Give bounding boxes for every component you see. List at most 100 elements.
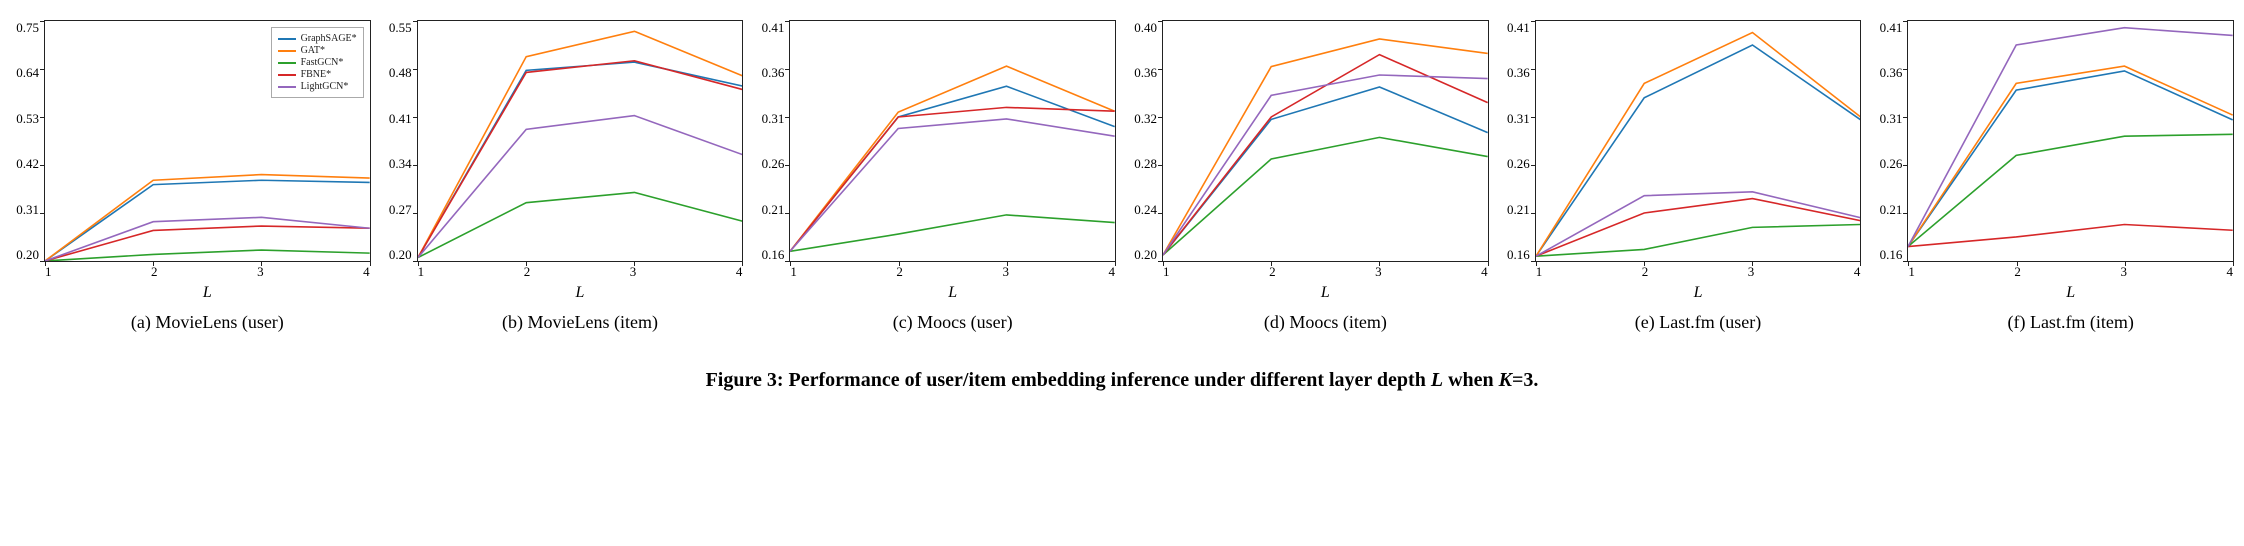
x-ticks: 1 2 3 4 [790,265,1115,278]
series-line [1908,224,2233,246]
x-tick-mark [2125,261,2126,266]
y-tick-label: 0.21 [1507,203,1530,216]
legend-label: GAT* [301,45,325,56]
panel-subcaption: (a) MovieLens (user) [131,312,284,333]
x-tick-label: 4 [1108,265,1115,278]
chart-box: 0.750.640.530.420.310.201234GraphSAGE*GA… [44,20,371,262]
panel-subcaption: (e) Last.fm (user) [1635,312,1761,333]
x-tick-label: 4 [1481,265,1488,278]
y-tick-label: 0.26 [1507,157,1530,170]
x-tick-mark [1271,261,1272,266]
legend-label: LightGCN* [301,81,349,92]
series-line [790,86,1115,251]
legend-row: GraphSAGE* [278,33,357,44]
legend-swatch [278,50,296,52]
legend-row: GAT* [278,45,357,56]
x-tick-mark [1488,261,1489,266]
y-tick-label: 0.41 [1880,21,1903,34]
caption-text-prefix: Figure 3: Performance of user/item embed… [706,369,1431,391]
series-line [1536,45,1861,256]
x-tick-label: 2 [151,265,158,278]
y-tick-label: 0.36 [1134,66,1157,79]
chart-box: 0.410.360.310.260.210.161234 [1907,20,2234,262]
y-tick-label: 0.48 [389,66,412,79]
series-line [1163,39,1488,255]
legend-row: FBNE* [278,69,357,80]
x-axis-label: L [2066,284,2075,302]
x-tick-label: 1 [418,265,425,278]
chart-svg [418,21,743,261]
x-tick-mark [1007,261,1008,266]
x-tick-label: 4 [363,265,370,278]
x-tick-label: 3 [2120,265,2127,278]
series-line [1908,28,2233,247]
panel-subcaption: (f) Last.fm (item) [2007,312,2133,333]
x-tick-label: 1 [790,265,797,278]
x-tick-mark [1536,261,1537,266]
series-line [418,62,743,257]
chart-box: 0.410.360.310.260.210.161234 [789,20,1116,262]
x-tick-label: 2 [1269,265,1276,278]
y-tick-label: 0.36 [762,66,785,79]
chart-svg [1536,21,1861,261]
caption-var-L: L [1431,369,1443,391]
legend-row: FastGCN* [278,57,357,68]
y-tick-label: 0.27 [389,203,412,216]
x-tick-label: 2 [2014,265,2021,278]
x-tick-mark [1860,261,1861,266]
y-ticks: 0.410.360.310.260.210.16 [762,21,785,261]
legend-label: FBNE* [301,69,332,80]
x-tick-mark [2017,261,2018,266]
y-tick-label: 0.41 [389,112,412,125]
y-ticks: 0.410.360.310.260.210.16 [1507,21,1530,261]
x-ticks: 1 2 3 4 [1536,265,1861,278]
panel-inner: 0.550.480.410.340.270.201234L(b) MovieLe… [383,20,744,333]
x-tick-mark [1644,261,1645,266]
series-line [418,31,743,257]
x-tick-label: 2 [1642,265,1649,278]
y-tick-label: 0.26 [762,157,785,170]
x-axis-label: L [1321,284,1330,302]
y-tick-label: 0.32 [1134,112,1157,125]
chart-svg [790,21,1115,261]
x-tick-label: 1 [1163,265,1170,278]
y-tick-label: 0.64 [16,66,39,79]
x-tick-label: 1 [1536,265,1543,278]
y-tick-label: 0.55 [389,21,412,34]
legend-label: FastGCN* [301,57,344,68]
series-line [1163,137,1488,255]
series-line [1536,199,1861,257]
series-line [418,192,743,257]
series-line [418,116,743,258]
x-tick-label: 3 [1002,265,1009,278]
y-tick-label: 0.40 [1134,21,1157,34]
x-tick-mark [526,261,527,266]
series-line [790,119,1115,251]
x-tick-label: 4 [1854,265,1861,278]
y-tick-label: 0.20 [1134,248,1157,261]
x-tick-label: 2 [896,265,903,278]
x-axis-label: L [576,284,585,302]
series-line [45,180,370,261]
y-tick-label: 0.21 [1880,203,1903,216]
chart-box: 0.410.360.310.260.210.161234 [1535,20,1862,262]
y-tick-label: 0.41 [762,21,785,34]
legend: GraphSAGE*GAT*FastGCN*FBNE*LightGCN* [271,27,364,98]
y-tick-label: 0.36 [1880,66,1903,79]
y-ticks: 0.400.360.320.280.240.20 [1134,21,1157,261]
panel-subcaption: (b) MovieLens (item) [502,312,658,333]
x-ticks: 1234 [1908,265,2233,278]
y-tick-label: 0.20 [389,248,412,261]
x-axis-label: L [1694,284,1703,302]
y-tick-label: 0.42 [16,157,39,170]
caption-var-K: K [1499,369,1512,391]
panel-inner: 0.410.360.310.260.210.161234 L (e) Last.fm… [1501,20,1862,333]
x-tick-label: 3 [1748,265,1755,278]
legend-label: GraphSAGE* [301,33,357,44]
x-tick-mark [2233,261,2234,266]
series-line [45,250,370,261]
panel-inner: 0.400.360.320.280.240.201234L(d) Moocs (… [1128,20,1489,333]
panel-inner: 0.750.640.530.420.310.201234GraphSAGE*GA… [10,20,371,333]
y-ticks: 0.410.360.310.260.210.16 [1880,21,1903,261]
figure-caption: Figure 3: Performance of user/item embed… [10,369,2234,392]
